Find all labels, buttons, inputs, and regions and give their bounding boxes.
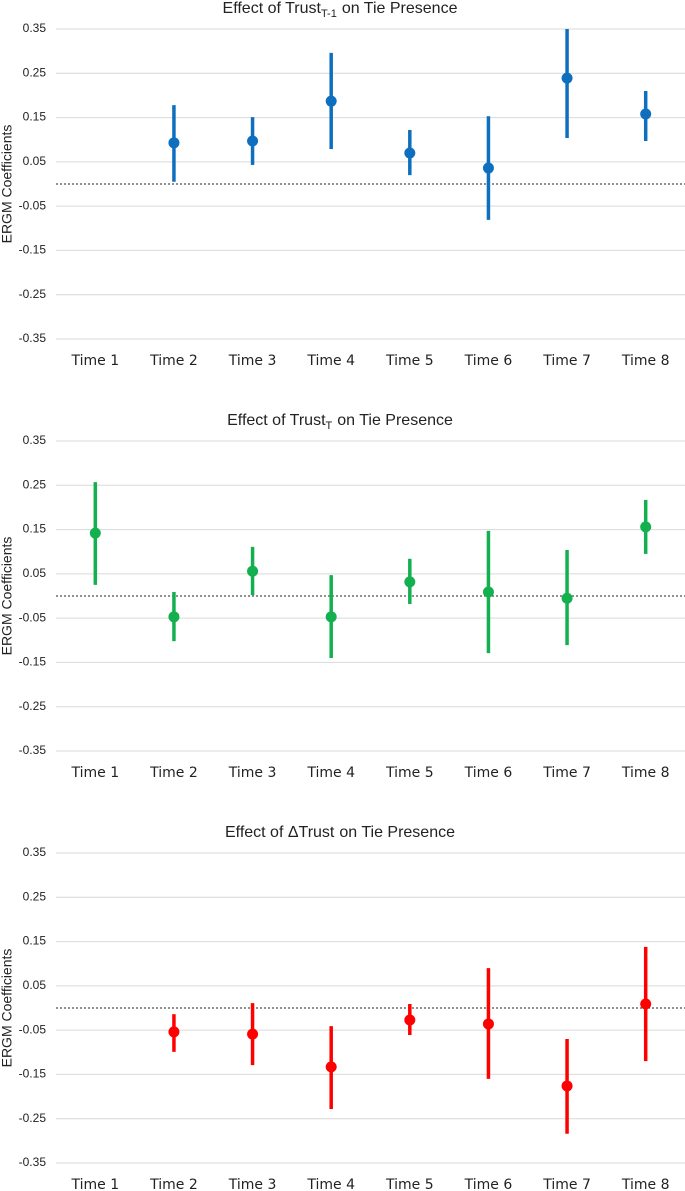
point xyxy=(482,586,494,598)
point xyxy=(404,576,416,588)
x-tick-label: Time 3 xyxy=(228,353,277,369)
y-tick-label: 0.15 xyxy=(23,934,47,948)
x-tick-label: Time 7 xyxy=(542,1177,591,1191)
point xyxy=(640,998,652,1010)
y-tick-label: 0.25 xyxy=(23,65,47,79)
point xyxy=(561,1080,573,1092)
title-suffix: on Tie Presence xyxy=(337,412,453,429)
point xyxy=(404,1014,416,1026)
y-tick-label: 0.15 xyxy=(23,522,47,536)
chart: Effect of TrustT-1 on Tie Presence ERGM Co… xyxy=(0,0,685,369)
title-suffix: on Tie Presence xyxy=(339,824,455,841)
y-tick-label: -0.25 xyxy=(19,1111,47,1125)
x-tick-label: Time 2 xyxy=(149,1177,198,1191)
y-tick-label: -0.15 xyxy=(19,243,47,257)
point xyxy=(325,95,337,107)
x-tick-label: Time 6 xyxy=(464,765,513,781)
point xyxy=(482,1018,494,1030)
x-tick-label: Time 4 xyxy=(306,765,355,781)
x-tick-label: Time 3 xyxy=(228,1177,277,1191)
x-tick-label: Time 4 xyxy=(306,353,355,369)
x-tick-label: Time 1 xyxy=(71,1177,120,1191)
point xyxy=(168,1026,180,1038)
y-axis-label: ERGM Coefficients xyxy=(0,125,15,244)
title-text: Effect of Trust xyxy=(227,412,326,429)
point xyxy=(247,135,259,147)
point xyxy=(89,527,101,539)
x-tick-label: Time 5 xyxy=(385,353,434,369)
y-tick-label: -0.05 xyxy=(19,1022,47,1036)
y-tick-label: -0.35 xyxy=(19,743,47,757)
y-tick-label: -0.05 xyxy=(19,198,47,212)
title-suffix: on Tie Presence xyxy=(342,0,458,17)
x-tick-label: Time 8 xyxy=(621,765,670,781)
x-tick-label: Time 7 xyxy=(542,765,591,781)
y-tick-label: -0.05 xyxy=(19,610,47,624)
x-tick-label: Time 4 xyxy=(306,1177,355,1191)
x-tick-label: Time 2 xyxy=(149,353,198,369)
y-tick-label: 0.05 xyxy=(23,566,47,580)
x-tick-label: Time 8 xyxy=(621,1177,670,1191)
y-tick-label: -0.15 xyxy=(19,1067,47,1081)
x-tick-label: Time 5 xyxy=(385,1177,434,1191)
point xyxy=(404,147,416,159)
x-tick-label: Time 2 xyxy=(149,765,198,781)
chart: Effect of TrustT on Tie Presence ERGM Coef… xyxy=(0,412,685,781)
point xyxy=(168,137,180,149)
y-tick-label: -0.15 xyxy=(19,655,47,669)
point xyxy=(325,1061,337,1073)
y-tick-label: 0.25 xyxy=(23,889,47,903)
x-tick-label: Time 1 xyxy=(71,765,120,781)
x-tick-label: Time 8 xyxy=(621,353,670,369)
y-tick-label: 0.05 xyxy=(23,154,47,168)
x-tick-label: Time 1 xyxy=(71,353,120,369)
point xyxy=(482,162,494,174)
chart-title: Effect of ΔTrust on Tie Presence xyxy=(225,824,455,841)
point xyxy=(561,592,573,604)
chart-title: Effect of TrustT on Tie Presence xyxy=(227,412,453,432)
x-tick-label: Time 3 xyxy=(228,765,277,781)
title-text: Effect of ΔTrust xyxy=(225,824,335,841)
chart: Effect of ΔTrust on Tie Presence ERGM Coef… xyxy=(0,824,685,1191)
title-text: Effect of Trust xyxy=(223,0,322,17)
y-tick-label: 0.25 xyxy=(23,477,47,491)
y-tick-label: -0.25 xyxy=(19,699,47,713)
x-tick-label: Time 6 xyxy=(464,1177,513,1191)
x-tick-label: Time 6 xyxy=(464,353,513,369)
point xyxy=(168,611,180,623)
point xyxy=(561,72,573,84)
y-tick-label: 0.35 xyxy=(23,433,47,447)
title-subscript: T-1 xyxy=(321,8,337,20)
y-tick-label: -0.35 xyxy=(19,1155,47,1169)
point xyxy=(640,521,652,533)
title-subscript: T xyxy=(326,420,333,432)
x-tick-label: Time 5 xyxy=(385,765,434,781)
y-tick-label: 0.05 xyxy=(23,978,47,992)
point xyxy=(640,108,652,120)
chart-title: Effect of TrustT-1 on Tie Presence xyxy=(223,0,458,20)
y-tick-label: 0.35 xyxy=(23,21,47,35)
point xyxy=(247,1028,259,1040)
y-tick-label: -0.25 xyxy=(19,287,47,301)
y-tick-label: 0.35 xyxy=(23,845,47,859)
y-axis-label: ERGM Coefficients xyxy=(0,949,15,1068)
y-axis-label: ERGM Coefficients xyxy=(0,537,15,656)
point xyxy=(325,611,337,623)
x-tick-label: Time 7 xyxy=(542,353,591,369)
point xyxy=(247,565,259,577)
y-tick-label: 0.15 xyxy=(23,110,47,124)
y-tick-label: -0.35 xyxy=(19,331,47,345)
